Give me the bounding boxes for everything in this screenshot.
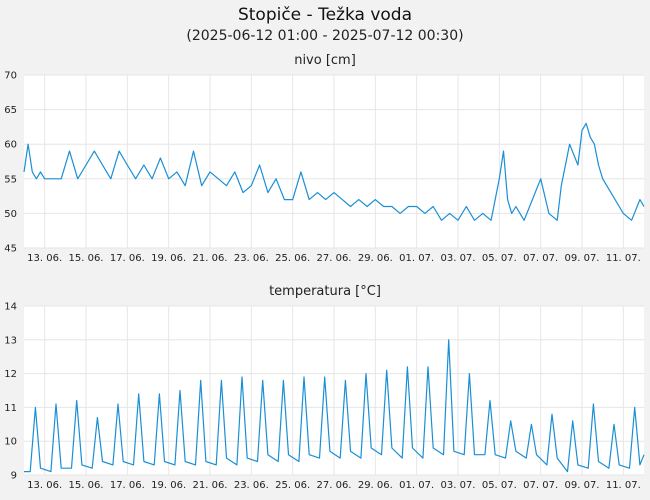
chart-page-subtitle: (2025-06-12 01:00 - 2025-07-12 00:30) (186, 28, 463, 44)
temperatura-y-tick-label: 13 (4, 335, 17, 346)
nivo-y-tick-label: 45 (4, 244, 17, 255)
nivo-x-tick-label: 01. 07. (399, 253, 434, 264)
nivo-x-tick-label: 09. 07. (565, 253, 600, 264)
nivo-x-tick-label: 13. 06. (27, 253, 62, 264)
nivo-x-tick-label: 27. 06. (317, 253, 352, 264)
chart-page-title: Stopiče - Težka voda (238, 5, 412, 25)
nivo-y-tick-label: 65 (4, 105, 17, 116)
nivo-y-tick-label: 50 (4, 209, 17, 220)
temperatura-y-tick-label: 10 (4, 437, 17, 448)
nivo-x-tick-label: 29. 06. (358, 253, 393, 264)
nivo-x-tick-label: 25. 06. (275, 253, 310, 264)
temperatura-x-tick-label: 21. 06. (193, 480, 228, 491)
temperatura-series-line (24, 339, 645, 473)
nivo-x-tick-label: 15. 06. (69, 253, 104, 264)
temperatura-x-tick-label: 01. 07. (399, 480, 434, 491)
temperatura-y-tick-label: 9 (11, 471, 17, 482)
nivo-x-tick-label: 11. 07. (606, 253, 641, 264)
nivo-panel: nivo [cm] 45 50 55 60 65 70 13. 06. 15. 06. 17. … (4, 53, 645, 264)
temperatura-panel: temperatura [°C] 9 10 11 12 13 14 13. 06. 15. 0… (4, 284, 645, 491)
temperatura-x-tick-label: 19. 06. (151, 480, 186, 491)
temperatura-x-tick-label: 27. 06. (317, 480, 352, 491)
temperatura-panel-title: temperatura [°C] (269, 284, 381, 299)
temperatura-x-tick-label: 15. 06. (69, 480, 104, 491)
nivo-y-tick-label: 55 (4, 174, 17, 185)
temperatura-x-tick-label: 09. 07. (565, 480, 600, 491)
nivo-y-tick-label: 60 (4, 140, 17, 151)
temperatura-x-tick-label: 25. 06. (275, 480, 310, 491)
temperatura-x-tick-label: 29. 06. (358, 480, 393, 491)
nivo-x-tick-label: 23. 06. (234, 253, 269, 264)
temperatura-x-tick-label: 07. 07. (523, 480, 558, 491)
temperatura-y-tick-label: 12 (4, 369, 17, 380)
temperatura-x-tick-label: 11. 07. (606, 480, 641, 491)
temperatura-x-tick-label: 13. 06. (27, 480, 62, 491)
nivo-x-tick-label: 21. 06. (193, 253, 228, 264)
temperatura-x-tick-label: 23. 06. (234, 480, 269, 491)
nivo-x-tick-label: 03. 07. (441, 253, 476, 264)
temperatura-x-tick-label: 17. 06. (110, 480, 145, 491)
nivo-panel-title: nivo [cm] (294, 53, 356, 68)
nivo-series-line (23, 122, 645, 221)
nivo-x-tick-label: 17. 06. (110, 253, 145, 264)
nivo-y-tick-label: 70 (4, 71, 17, 82)
temperatura-x-tick-label: 05. 07. (482, 480, 517, 491)
temperatura-y-tick-label: 14 (4, 302, 17, 313)
nivo-x-tick-label: 05. 07. (482, 253, 517, 264)
temperatura-x-tick-label: 03. 07. (441, 480, 476, 491)
temperatura-y-tick-label: 11 (4, 403, 17, 414)
nivo-x-tick-label: 07. 07. (523, 253, 558, 264)
nivo-x-tick-label: 19. 06. (151, 253, 186, 264)
